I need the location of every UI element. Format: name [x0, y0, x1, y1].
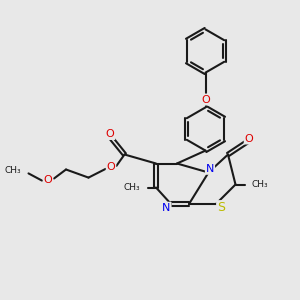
Text: O: O [44, 175, 52, 185]
Text: O: O [106, 129, 115, 139]
Text: O: O [244, 134, 253, 144]
Text: CH₃: CH₃ [4, 166, 21, 175]
Text: S: S [217, 201, 225, 214]
Text: N: N [206, 164, 214, 174]
Text: CH₃: CH₃ [124, 183, 140, 192]
Text: CH₃: CH₃ [252, 180, 268, 189]
Text: O: O [106, 162, 116, 172]
Text: O: O [201, 94, 210, 105]
Text: N: N [162, 202, 171, 213]
